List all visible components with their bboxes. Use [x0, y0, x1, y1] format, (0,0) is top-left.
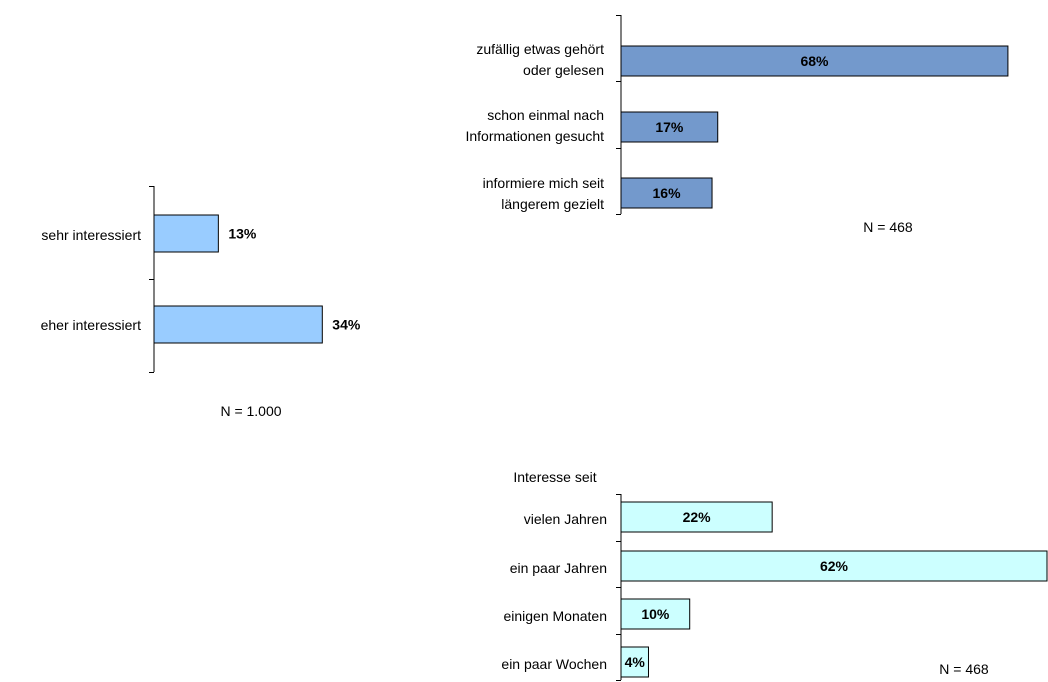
- bar: [620, 177, 713, 209]
- category-label: oder gelesen: [523, 62, 604, 78]
- bar: [153, 214, 219, 253]
- category-label: ein paar Wochen: [501, 656, 607, 672]
- chart-title: Interesse seit: [513, 469, 596, 485]
- category-label: eher interessiert: [41, 317, 141, 333]
- category-label: einigen Monaten: [503, 608, 607, 624]
- data-label: 68%: [800, 53, 829, 69]
- category-label: ein paar Jahren: [510, 560, 607, 576]
- category-label: sehr interessiert: [41, 227, 141, 243]
- bar: [620, 45, 1009, 77]
- bar: [620, 550, 1048, 582]
- bar: [620, 598, 691, 630]
- category-label: schon einmal nach: [487, 107, 604, 123]
- data-label: 16%: [653, 185, 682, 201]
- bar: [620, 111, 719, 143]
- data-label: 13%: [228, 226, 257, 242]
- data-label: 10%: [641, 606, 670, 622]
- data-label: 22%: [683, 509, 712, 525]
- data-label: 17%: [655, 119, 684, 135]
- sample-size-note: N = 468: [863, 219, 913, 235]
- category-label: informiere mich seit: [483, 175, 604, 191]
- category-label: zufällig etwas gehört: [476, 41, 604, 57]
- bar: [153, 305, 323, 344]
- bar: [620, 501, 773, 533]
- sample-size-note: N = 468: [939, 661, 989, 677]
- bar: [620, 646, 649, 678]
- data-label: 62%: [820, 558, 849, 574]
- data-label: 34%: [332, 317, 361, 333]
- category-label: vielen Jahren: [524, 511, 607, 527]
- sample-size-note: N = 1.000: [220, 403, 281, 419]
- data-label: 4%: [625, 654, 646, 670]
- category-label: Informationen gesucht: [465, 128, 604, 144]
- category-label: längerem gezielt: [501, 196, 604, 212]
